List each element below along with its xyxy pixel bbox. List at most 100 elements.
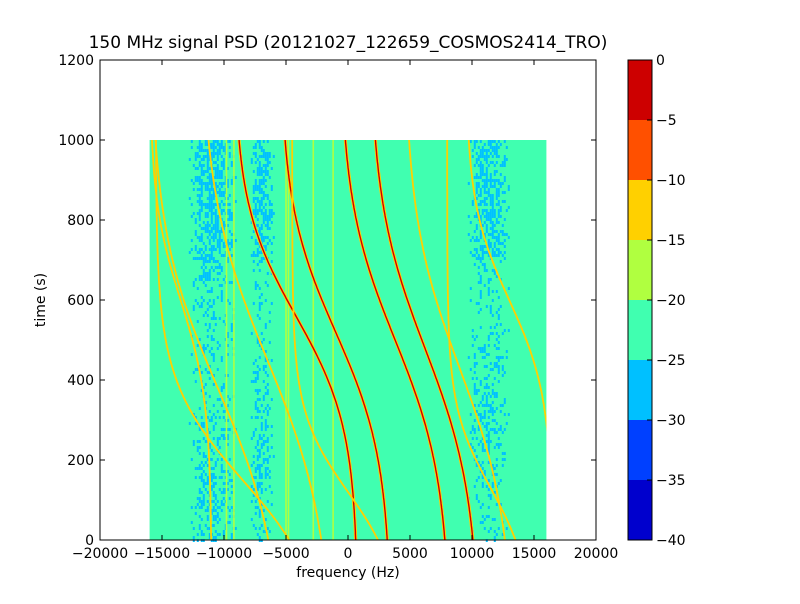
noise-cell [212,155,215,158]
noise-cell [204,323,207,326]
noise-cell [254,371,257,374]
noise-cell [483,200,486,203]
noise-cell [469,431,472,434]
noise-cell [250,236,253,239]
noise-cell [491,236,494,239]
noise-cell [487,254,490,257]
noise-cell [487,239,490,242]
noise-cell [254,143,257,146]
noise-cell [256,209,259,212]
noise-cell [216,167,219,170]
noise-cell [260,200,263,203]
noise-cell [270,215,273,218]
noise-cell [196,344,199,347]
noise-cell [206,479,209,482]
noise-cell [222,497,225,500]
noise-cell [258,140,261,143]
noise-cell [489,497,492,500]
noise-cell [228,194,231,197]
noise-cell [206,506,209,509]
noise-cell [264,299,267,302]
noise-cell [254,209,257,212]
noise-cell [220,491,223,494]
noise-cell [270,209,273,212]
noise-cell [489,227,492,230]
noise-cell [208,278,211,281]
noise-cell [485,155,488,158]
noise-cell [503,413,506,416]
noise-cell [487,281,490,284]
noise-cell [204,188,207,191]
noise-cell [485,212,488,215]
noise-cell [206,215,209,218]
noise-cell [252,146,255,149]
noise-cell [198,164,201,167]
noise-cell [489,362,492,365]
noise-cell [264,170,267,173]
noise-cell [210,185,213,188]
noise-cell [210,245,213,248]
noise-cell [198,428,201,431]
noise-cell [206,518,209,521]
noise-cell [487,434,490,437]
noise-cell [252,269,255,272]
noise-cell [210,188,213,191]
noise-cell [218,206,221,209]
noise-cell [204,254,207,257]
noise-cell [475,362,478,365]
noise-cell [501,533,504,536]
y-tick-label: 0 [85,533,94,549]
noise-cell [489,146,492,149]
noise-cell [202,299,205,302]
noise-cell [216,221,219,224]
noise-cell [254,512,257,515]
noise-cell [230,533,233,536]
noise-cell [200,425,203,428]
noise-cell [190,248,193,251]
noise-cell [212,278,215,281]
noise-cell [477,155,480,158]
noise-cell [214,530,217,533]
noise-cell [222,488,225,491]
noise-cell [489,233,492,236]
noise-cell [487,293,490,296]
x-tick-label: −15000 [134,546,190,562]
noise-cell [260,191,263,194]
noise-cell [230,338,233,341]
noise-cell [264,392,267,395]
noise-cell [216,347,219,350]
noise-cell [230,323,233,326]
noise-cell [497,254,500,257]
noise-cell [268,239,271,242]
noise-cell [214,218,217,221]
noise-cell [196,446,199,449]
y-axis-label: time (s) [33,273,49,327]
noise-cell [475,410,478,413]
noise-cell [212,260,215,263]
noise-cell [214,152,217,155]
noise-cell [489,242,492,245]
noise-cell [206,182,209,185]
noise-cell [250,437,253,440]
noise-cell [264,209,267,212]
noise-cell [192,164,195,167]
noise-cell [507,185,510,188]
noise-cell [210,290,213,293]
noise-cell [499,185,502,188]
noise-cell [260,149,263,152]
noise-cell [200,296,203,299]
colorbar-segment [628,480,652,540]
noise-cell [479,275,482,278]
noise-cell [491,368,494,371]
noise-cell [190,458,193,461]
noise-cell [487,416,490,419]
noise-cell [483,413,486,416]
noise-cell [473,254,476,257]
colorbar-tick-label: −35 [656,473,686,489]
noise-cell [270,260,273,263]
noise-cell [202,164,205,167]
noise-cell [226,179,229,182]
noise-cell [210,485,213,488]
noise-cell [204,155,207,158]
noise-cell [503,245,506,248]
